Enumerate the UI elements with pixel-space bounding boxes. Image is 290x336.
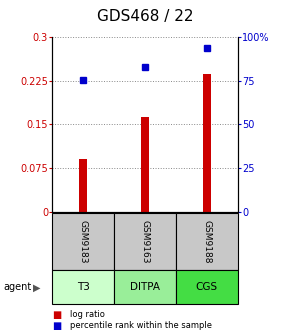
- Text: log ratio: log ratio: [70, 310, 104, 319]
- Text: agent: agent: [3, 282, 31, 292]
- Text: ■: ■: [52, 310, 61, 320]
- Text: CGS: CGS: [196, 282, 218, 292]
- Text: GSM9183: GSM9183: [79, 220, 88, 264]
- Text: GSM9188: GSM9188: [202, 220, 211, 264]
- Text: ■: ■: [52, 321, 61, 331]
- Bar: [203, 74, 211, 212]
- Text: T3: T3: [77, 282, 90, 292]
- Text: ▶: ▶: [32, 282, 40, 292]
- Bar: [79, 159, 87, 212]
- Text: GSM9163: GSM9163: [140, 220, 150, 264]
- Text: DITPA: DITPA: [130, 282, 160, 292]
- Text: percentile rank within the sample: percentile rank within the sample: [70, 322, 212, 330]
- Bar: [141, 117, 149, 212]
- Text: GDS468 / 22: GDS468 / 22: [97, 8, 193, 24]
